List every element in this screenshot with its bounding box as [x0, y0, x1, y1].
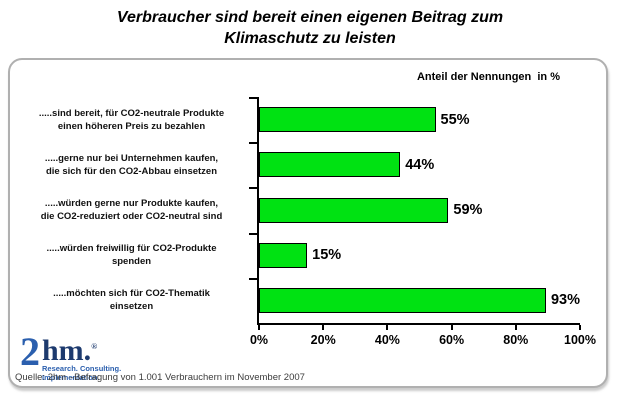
logo-tagline-1: Research. Consulting.	[42, 364, 122, 373]
category-label: .....würden freiwillig für CO2-Produkte …	[46, 243, 217, 268]
bar-value-label: 59%	[453, 202, 483, 218]
logo-text-block: hm.® Research. Consulting. Implementatio…	[42, 334, 121, 382]
x-axis-tick	[258, 325, 260, 330]
bar-value-label: 44%	[405, 156, 435, 173]
bar-value-label: 55%	[440, 111, 470, 128]
x-axis-tick	[514, 325, 517, 330]
logo-letters: hm.®	[42, 334, 98, 367]
logo-digit: 2	[20, 329, 40, 374]
category-label: .....gerne nur bei Unternehmen kaufen, d…	[44, 152, 219, 177]
x-axis-tick-label: 80%	[503, 333, 529, 347]
plot-area: .....sind bereit, für CO2-neutrale Produ…	[39, 97, 596, 347]
bar	[259, 242, 308, 268]
y-axis-tick	[249, 277, 257, 280]
chart-title: Verbraucher sind bereit einen eigenen Be…	[116, 9, 504, 47]
bar	[259, 287, 546, 313]
x-axis-tick	[450, 325, 453, 330]
source-note: Quelle: 2hm –Befragung von 1.001 Verbrau…	[15, 372, 305, 383]
y-axis-tick	[249, 97, 257, 99]
x-axis-tick	[322, 325, 325, 330]
x-axis-tick	[579, 325, 581, 330]
bar	[259, 152, 401, 178]
chart-row: .....möchten sich für CO2-Thematik einse…	[53, 278, 580, 323]
chart-panel: Anteil der Nennungen in % .....sind bere…	[8, 58, 608, 388]
chart-rows: .....sind bereit, für CO2-neutrale Produ…	[39, 97, 580, 323]
category-label: .....sind bereit, für CO2-neutrale Produ…	[38, 107, 225, 132]
registered-mark-icon: ®	[91, 342, 98, 351]
bar	[259, 197, 449, 223]
x-axis-tick-label: 0%	[249, 333, 269, 347]
chart-row: .....würden gerne nur Produkte kaufen, d…	[41, 187, 580, 232]
chart-row: .....gerne nur bei Unternehmen kaufen, d…	[45, 142, 580, 187]
category-label: .....würden gerne nur Produkte kaufen, d…	[40, 198, 223, 222]
logo-tagline-2: Implementation.	[42, 372, 100, 382]
y-axis-tick	[249, 142, 257, 145]
2hm-logo: 2 hm.® Research. Consulting. Implementat…	[20, 329, 121, 382]
x-axis-tick-label: 60%	[439, 333, 465, 347]
chart-row: .....würden freiwillig für CO2-Produkte …	[47, 233, 580, 278]
bar-value-label: 15%	[312, 247, 342, 264]
y-axis-tick	[249, 187, 257, 190]
x-axis-tick-label: 40%	[374, 333, 400, 347]
axis-caption: Anteil der Nennungen in %	[416, 71, 560, 83]
x-axis-tick-label: 20%	[310, 333, 336, 347]
bar	[259, 107, 436, 133]
category-label: .....möchten sich für CO2-Thematik einse…	[53, 288, 210, 313]
x-axis-tick-label: 100%	[564, 333, 596, 347]
y-axis-tick	[249, 232, 257, 235]
bar-value-label: 93%	[550, 292, 580, 309]
x-axis-tick	[386, 325, 389, 330]
chart-row: .....sind bereit, für CO2-neutrale Produ…	[39, 97, 580, 142]
